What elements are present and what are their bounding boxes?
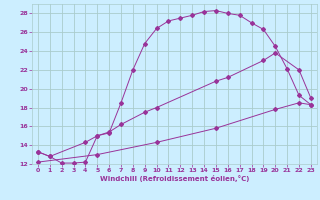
X-axis label: Windchill (Refroidissement éolien,°C): Windchill (Refroidissement éolien,°C) bbox=[100, 175, 249, 182]
